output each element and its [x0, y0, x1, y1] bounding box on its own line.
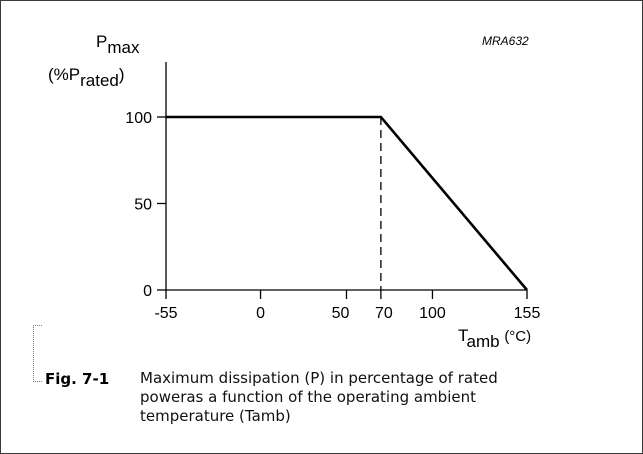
- x-label-sub: amb: [466, 332, 500, 351]
- y-label-main: P: [96, 32, 108, 51]
- x-label-unit: (°C): [504, 328, 532, 345]
- y-label-sub: max: [107, 38, 140, 57]
- x-tick-label: -55: [154, 305, 177, 322]
- x-tick-label: 50: [332, 305, 350, 322]
- chart-code: MRA632: [482, 34, 529, 48]
- y-tick-label: 50: [134, 197, 152, 214]
- caption-bracket: [33, 325, 42, 382]
- figure-number: Fig. 7-1: [45, 370, 110, 388]
- x-tick-label: 0: [256, 305, 265, 322]
- y-tick-label: 0: [143, 283, 152, 300]
- y-label-prefix: (%P: [48, 65, 81, 84]
- series-line: [166, 115, 528, 291]
- y-label-line2-sub: rated: [80, 71, 119, 90]
- x-label-main: T: [458, 326, 467, 345]
- x-tick-label: 70: [375, 305, 393, 322]
- x-tick-label: 100: [419, 305, 446, 322]
- y-label-suffix: ): [118, 65, 125, 84]
- y-tick-label: 100: [125, 110, 152, 127]
- figure-caption: Maximum dissipation (P) in percentage of…: [140, 369, 498, 425]
- x-tick-label: 155: [514, 305, 541, 322]
- x-axis-label: Tamb (°C): [458, 326, 532, 351]
